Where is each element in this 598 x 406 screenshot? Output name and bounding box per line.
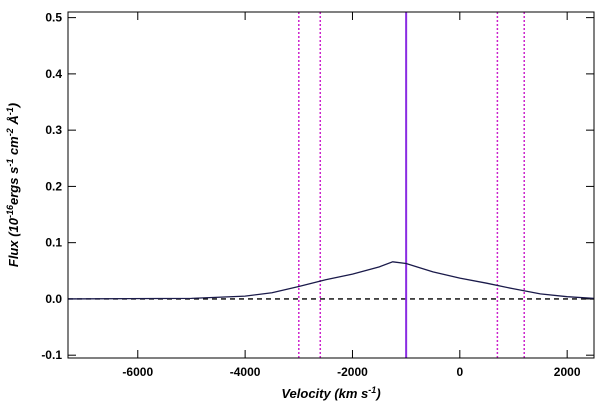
x-tick-label: -6000 <box>122 365 153 379</box>
y-tick-label: 0.1 <box>45 236 62 250</box>
x-axis-label: Velocity (km s-1) <box>281 385 380 401</box>
x-tick-label: 0 <box>456 365 463 379</box>
label-part: Flux (10 <box>6 217 21 267</box>
superscript: -16 <box>5 204 15 218</box>
plot-frame <box>67 11 595 359</box>
flux-curve <box>67 261 595 300</box>
superscript: -1 <box>5 107 15 115</box>
y-tick-label: 0.3 <box>45 123 62 137</box>
y-tick-label: 0.2 <box>45 179 62 193</box>
x-tick-label: -4000 <box>230 365 261 379</box>
superscript: -1 <box>368 385 376 395</box>
x-tick-label: 2000 <box>554 365 581 379</box>
label-part: Velocity (km s <box>281 386 368 401</box>
y-tick-label: -0.1 <box>41 348 62 362</box>
superscript: -1 <box>5 159 15 167</box>
y-tick-label: 0.0 <box>45 292 62 306</box>
label-part: Å <box>6 115 21 128</box>
label-part: ergs s <box>6 167 21 205</box>
label-part: ) <box>374 386 380 401</box>
y-axis-label: Flux (10-16ergs s-1 cm-2 Å-1) <box>5 103 21 267</box>
label-part: ) <box>6 103 21 109</box>
y-tick-label: 0.4 <box>45 67 62 81</box>
y-tick-label: 0.5 <box>45 11 62 25</box>
label-part: cm <box>6 136 21 159</box>
superscript: -2 <box>5 128 15 136</box>
x-tick-label: -2000 <box>337 365 368 379</box>
